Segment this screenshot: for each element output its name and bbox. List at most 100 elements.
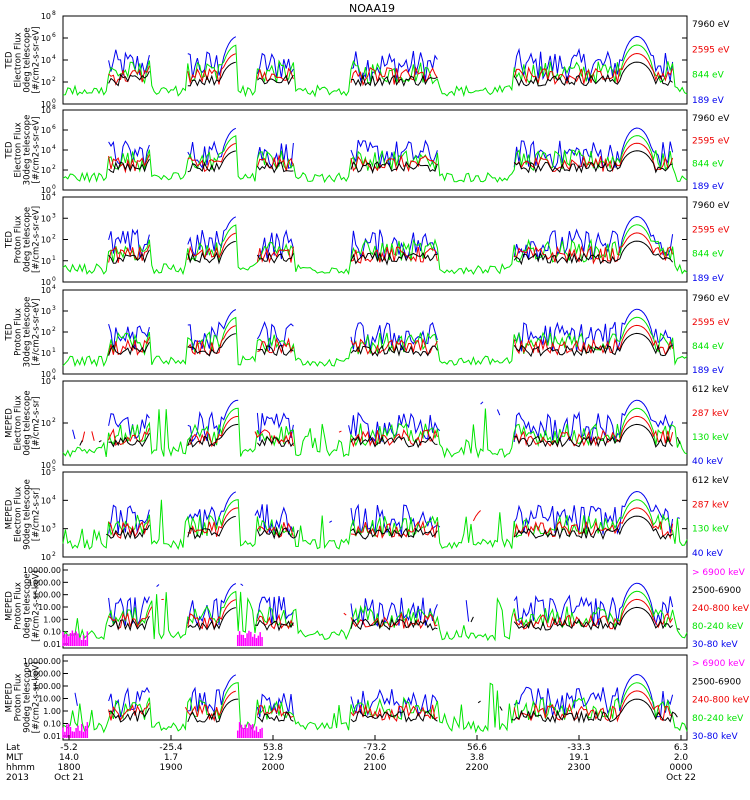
ylabel-line: 0deg telescope [23,390,33,455]
ylabel-line: [#/cm2-s-sr-keV] [32,570,42,642]
trace-green [62,499,688,551]
y-tick-exponent: 8 [52,104,56,111]
trace-green [62,407,688,459]
panel-frame [62,563,688,649]
y-tick-exponent: 0 [52,368,56,375]
y-tick-label: 10 [41,419,51,428]
y-tick-label: 10 [41,100,51,109]
y-tick-exponent: 4 [52,144,56,151]
ylabel-line: [#/cm2-s-sr-eV] [32,298,42,365]
axis-cell: 2300 [568,763,591,773]
y-tick-label: 0.01 [43,732,61,741]
panel-2: TEDElectron Flux30deg telescope[#/cm2-s-… [5,104,731,195]
y-tick-label: 10 [41,525,51,534]
panel-5: MEPEDElectron Flux0deg telescope[#/cm2-s… [5,375,730,470]
y-tick-exponent: 4 [52,494,56,501]
trace-blue [108,215,674,261]
panel-frame [62,471,688,558]
ylabel-line: Electron Flux [14,487,24,542]
panel-ylabel: TEDElectron Flux30deg telescope[#/cm2-s-… [5,115,42,186]
panel-ylabel: TEDElectron Flux0deg telescope[#/cm2-s-s… [5,26,42,93]
y-tick-exponent: 4 [52,375,56,382]
trace-red [108,324,674,356]
axis-cell: 3.8 [470,753,485,763]
y-tick-label: 10 [41,349,51,358]
panel-8: MEPEDProton Flux90deg telescope[#/cm2-s-… [5,654,750,742]
ylabel-line: TED [5,230,15,249]
y-tick-exponent: 6 [52,124,56,131]
y-tick-label: 100.00 [33,591,61,600]
axis-cell: 0000 [670,763,693,773]
trace-blue [108,127,674,169]
y-tick-label: 100.00 [33,682,61,691]
axis-cell: 2000 [262,763,285,773]
trace-blue [108,308,674,352]
y-tick-label: 0.10 [43,720,61,729]
ylabel-line: Proton Flux [14,308,24,356]
axis-cell: 2200 [466,763,489,773]
y-tick-label: 10 [41,186,51,195]
y-tick-label: 0.01 [43,640,61,649]
ylabel-line: TED [5,51,15,70]
legend-entry: 844 eV [692,250,725,260]
ylabel-line: Proton Flux [14,582,24,630]
panel-ylabel: MEPEDElectron Flux90deg telescope[#/cm2-… [5,479,42,550]
axis-cell: 20.6 [365,753,385,763]
legend-entry: 189 eV [692,182,725,192]
y-tick-label: 10 [41,307,51,316]
ylabel-line: Electron Flux [14,122,24,177]
y-tick-label: 10.00 [38,695,61,704]
legend-entry: 30-80 keV [692,640,738,650]
y-tick-label: 1000.00 [28,670,61,679]
ylabel-line: MEPED [5,591,15,621]
panel-ylabel: TEDProton Flux30deg telescope[#/cm2-s-sr… [5,297,42,368]
ylabel-line: [#/cm2-s-sr] [32,396,42,449]
panel-3: TEDProton Flux0deg telescope[#/cm2-s-sr-… [5,191,731,287]
ylabel-line: MEPED [5,408,15,438]
y-tick-exponent: 2 [52,417,56,424]
y-tick-exponent: 1 [52,347,56,354]
y-tick-label: 10 [41,34,51,43]
trace-green [62,682,688,734]
y-tick-exponent: 0 [52,98,56,105]
y-tick-label: 10 [41,278,51,287]
axis-row-label: 2013 [6,773,29,783]
trace-green [62,224,688,276]
legend-entry: 7960 eV [692,201,730,211]
panel-ylabel: TEDProton Flux0deg telescope[#/cm2-s-sr-… [5,206,42,273]
y-tick-label: 10 [41,106,51,115]
trace-green [62,44,688,98]
trace-black [108,240,673,266]
y-tick-exponent: 3 [52,212,56,219]
trace-black [108,150,673,175]
axis-cell: -25.4 [159,743,183,753]
axis-cell: -33.3 [567,743,590,753]
legend-entry: 2595 eV [692,45,730,55]
trace-red [108,507,674,540]
y-tick-label: 0.10 [43,628,61,637]
axis-cell: 53.8 [263,743,283,753]
panel-6: MEPEDElectron Flux90deg telescope[#/cm2-… [5,466,730,562]
legend-entry: 844 eV [692,71,725,81]
y-tick-label: 10 [41,146,51,155]
y-tick-exponent: 2 [52,76,56,83]
ylabel-line: [#/cm2-s-sr-eV] [32,116,42,183]
legend-entry: > 6900 keV [692,659,746,669]
ylabel-line: 30deg telescope [23,297,33,368]
trace-black [79,423,681,449]
trace-black [108,332,673,358]
y-tick-exponent: 0 [52,184,56,191]
axis-cell: 1900 [160,763,183,773]
y-tick-label: 10 [41,193,51,202]
trace-blue [108,490,680,535]
axis-date: Oct 21 [54,773,84,783]
legend-entry: 189 eV [692,274,725,284]
y-tick-label: 10 [41,496,51,505]
ylabel-line: 90deg telescope [23,662,33,733]
legend-entry: 80-240 keV [692,622,744,632]
panel-7: MEPEDProton Flux0deg telescope[#/cm2-s-s… [5,563,750,650]
legend-entry: 7960 eV [692,294,730,304]
ylabel-line: [#/cm2-s-sr-eV] [32,26,42,93]
legend-entry: 287 keV [692,500,729,510]
y-tick-exponent: 2 [52,164,56,171]
